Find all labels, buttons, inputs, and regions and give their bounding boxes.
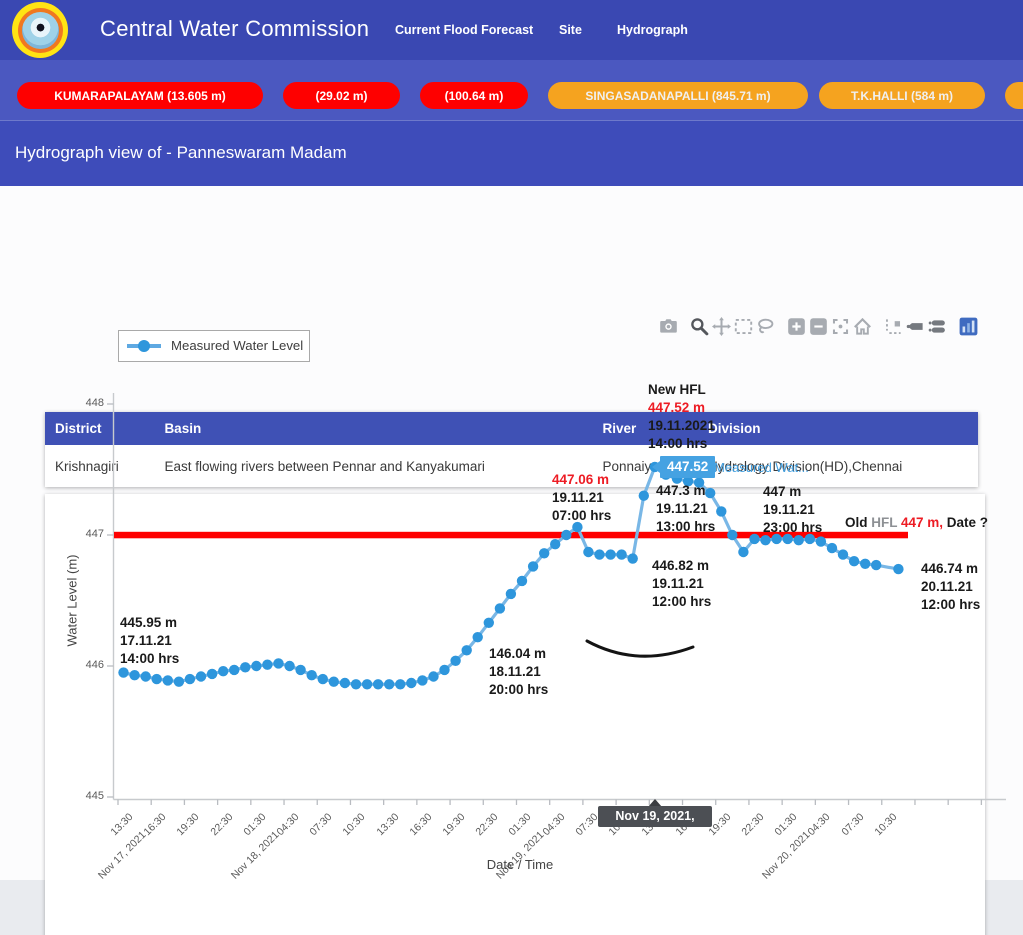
hover-compare-icon[interactable] [928, 317, 947, 336]
table-header-division: Division [697, 412, 978, 445]
legend-item-measured-water-level[interactable]: Measured Water Level [118, 330, 310, 362]
app-title: Central Water Commission [100, 16, 370, 41]
modebar-group [687, 317, 775, 336]
table-cell: Hydrology Division(HD),Chennai [697, 445, 978, 487]
lasso-icon[interactable] [756, 317, 775, 336]
page-banner: Hydrograph view of - Panneswaram Madam [0, 120, 1023, 187]
table-cell: Krishnagiri [45, 445, 155, 487]
table-header-district: District [45, 412, 155, 445]
station-badge[interactable]: SINGASADANAPALLI (845.71 m) [548, 82, 808, 109]
cwc-logo-icon [12, 2, 68, 58]
station-badge[interactable]: (100.64 m) [420, 82, 528, 109]
zoom-icon[interactable] [690, 317, 709, 336]
table-cell: East flowing rivers between Pennar and K… [154, 445, 593, 487]
box-select-icon[interactable] [734, 317, 753, 336]
modebar-group [881, 317, 947, 336]
legend-label: Measured Water Level [171, 338, 304, 353]
hover-closest-icon[interactable] [906, 317, 925, 336]
home-icon[interactable] [853, 317, 872, 336]
station-info-card: District Basin River Division Krishnagiri Ea… [45, 412, 978, 487]
table-row: Krishnagiri East flowing rivers between P… [45, 445, 978, 487]
station-badge[interactable] [1005, 82, 1023, 109]
nav-current-flood-forecast[interactable]: Current Flood Forecast [395, 23, 534, 37]
modebar-group [656, 317, 678, 336]
station-ticker: KUMARAPALAYAM (13.605 m) (29.02 m) (100.64… [0, 60, 1023, 120]
table-cell: Ponnaiyar [592, 445, 698, 487]
zoom-in-icon[interactable] [787, 317, 806, 336]
plotly-logo-icon[interactable] [959, 317, 978, 336]
content-area: District Basin River Division Krishnagiri Ea… [0, 186, 1023, 935]
modebar-group [784, 317, 872, 336]
spikeline-icon[interactable] [884, 317, 903, 336]
hydrograph-chart-card [45, 494, 985, 935]
app-header: Central Water Commission Current Flood F… [0, 0, 1023, 60]
table-header-river: River [592, 412, 698, 445]
pan-icon[interactable] [712, 317, 731, 336]
station-info-table: District Basin River Division Krishnagiri Ea… [45, 412, 978, 487]
nav-site[interactable]: Site [559, 23, 582, 37]
plotly-modebar [647, 317, 978, 336]
table-header-row: District Basin River Division [45, 412, 978, 445]
autoscale-icon[interactable] [831, 317, 850, 336]
camera-icon[interactable] [659, 317, 678, 336]
legend-marker-icon [138, 340, 150, 352]
page-title: Hydrograph view of - Panneswaram Madam [15, 143, 347, 162]
cwc-logo-emblem [21, 11, 59, 49]
station-badge[interactable]: KUMARAPALAYAM (13.605 m) [17, 82, 263, 109]
station-badge[interactable]: (29.02 m) [283, 82, 400, 109]
nav-hydrograph[interactable]: Hydrograph [617, 23, 688, 37]
station-badge[interactable]: T.K.HALLI (584 m) [819, 82, 985, 109]
cwc-logo-ring [17, 7, 63, 53]
modebar-group [956, 317, 978, 336]
zoom-out-icon[interactable] [809, 317, 828, 336]
table-header-basin: Basin [154, 412, 593, 445]
